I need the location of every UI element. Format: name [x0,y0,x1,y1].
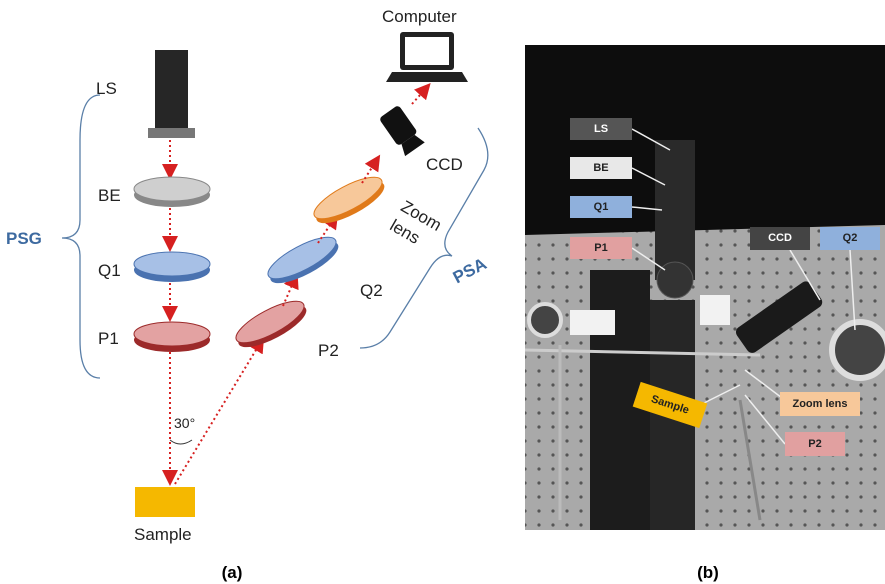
label-p2: P2 [318,341,339,360]
label-computer: Computer [382,7,457,26]
caption-b: (b) [697,563,719,582]
photo-label-ccd: CCD [768,232,792,244]
photo-label-q1: Q1 [594,201,609,213]
beam [412,86,428,104]
caption-a: (a) [222,563,243,582]
photo: LS BE Q1 P1 CCD Q2 Sample Zoom lens P2 [525,45,885,530]
label-q1: Q1 [98,261,121,280]
be-element [134,177,210,201]
psa-bracket [360,128,488,348]
sample [135,487,195,517]
computer [386,32,468,82]
label-q2: Q2 [360,281,383,300]
photo-label-ls: LS [594,123,608,135]
psg-bracket [62,95,100,378]
label-p1: P1 [98,329,119,348]
beam [175,340,262,484]
figure: LS BE Q1 P1 PSG 30° Sample P2 Q2 Zoom le… [0,0,885,584]
photo-label-be: BE [593,162,608,174]
angle-arc [170,440,192,444]
label-psg: PSG [6,229,42,248]
label-angle: 30° [174,415,195,431]
light-source [155,50,188,128]
photo-label-zoom-lens: Zoom lens [792,398,847,410]
photo-label-p2: P2 [808,438,821,450]
q1-element [134,252,210,276]
label-ccd: CCD [426,155,463,174]
schematic: LS BE Q1 P1 PSG 30° Sample P2 Q2 Zoom le… [6,7,490,544]
p1-element [134,322,210,346]
label-sample: Sample [134,525,192,544]
photo-label-q2: Q2 [843,232,858,244]
label-be: BE [98,186,121,205]
photo-label-p1: P1 [594,242,607,254]
label-psa: PSA [450,254,490,287]
light-source-base [148,128,195,138]
